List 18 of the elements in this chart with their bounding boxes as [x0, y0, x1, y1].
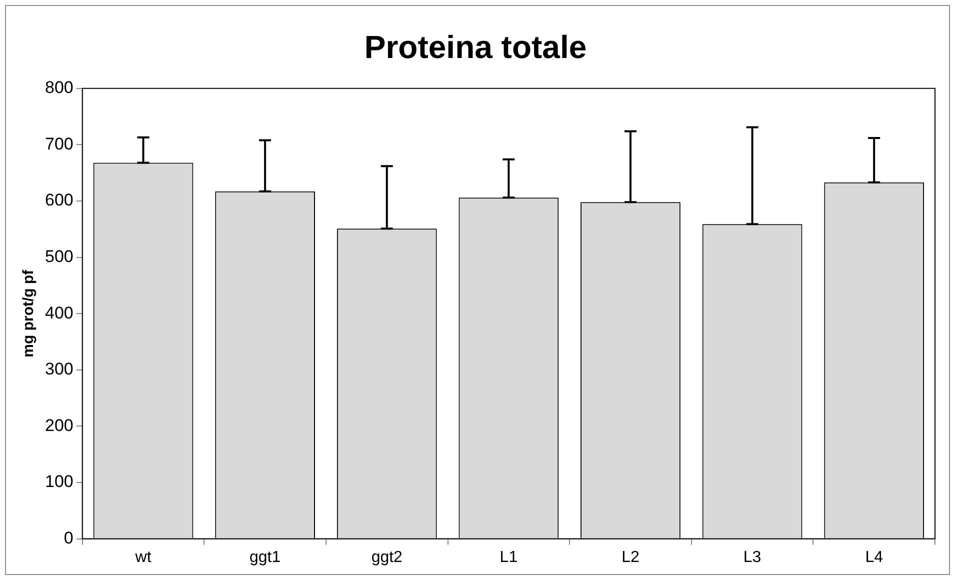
y-tick-label: 200: [44, 416, 74, 435]
y-tick-label: 400: [44, 303, 74, 322]
x-tick-label: L4: [865, 548, 884, 566]
y-tick-label: 300: [44, 360, 74, 379]
x-tick-label: wt: [134, 548, 152, 566]
y-tick-label: 800: [44, 78, 74, 98]
y-tick-label: 700: [44, 134, 74, 154]
y-tick-label: 100: [44, 472, 74, 492]
x-tick-label: ggt1: [250, 548, 281, 566]
x-tick-label: L3: [743, 548, 762, 566]
x-tick-label: ggt2: [371, 548, 403, 566]
y-axis-title: mg prot/g pf: [20, 268, 38, 358]
x-tick-label: L2: [622, 548, 640, 566]
y-tick-label: 0: [64, 528, 74, 548]
y-tick-label: 500: [44, 246, 74, 266]
x-tick-label: L1: [500, 548, 518, 566]
chart-title: Proteina totale: [364, 29, 587, 66]
y-tick-label: 600: [44, 190, 74, 210]
